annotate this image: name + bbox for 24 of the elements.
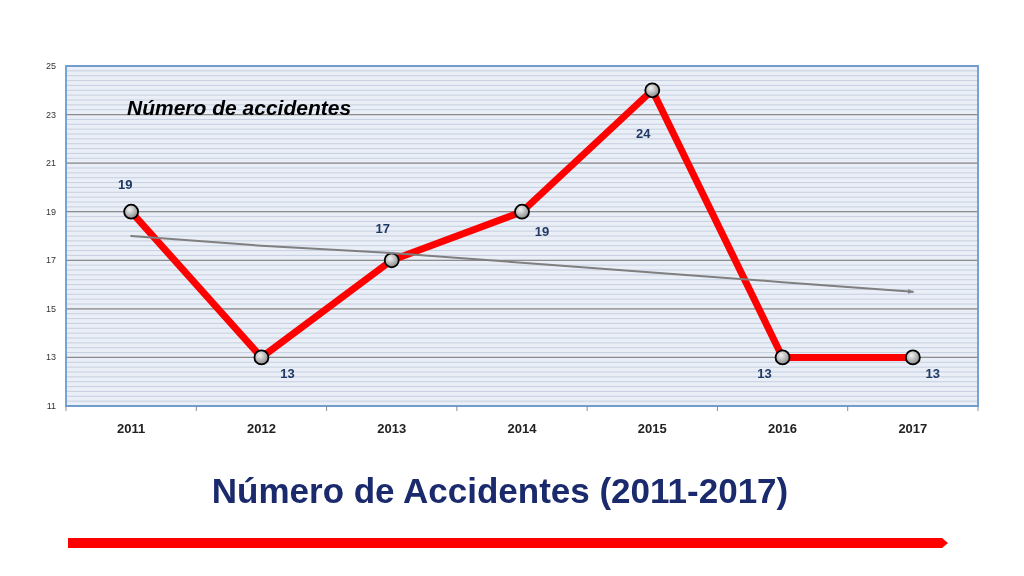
- x-tick-label: 2015: [637, 420, 667, 436]
- x-tick-label: 2011: [117, 420, 146, 436]
- text: Número de Accidentes (2011-2017): [211, 470, 789, 510]
- y-tick-label: 23: [45, 109, 56, 120]
- data-label: 17: [375, 220, 390, 236]
- data-label: 13: [757, 365, 772, 381]
- x-tick-label: 2016: [768, 420, 798, 436]
- data-label: 19: [117, 177, 133, 193]
- data-label: 19: [534, 224, 550, 240]
- data-label: 13: [280, 365, 295, 381]
- data-label: 13: [925, 365, 941, 381]
- y-tick-label: 21: [45, 158, 56, 169]
- text: Número de accidentes: [127, 95, 352, 119]
- y-tick-label: 25: [45, 61, 56, 71]
- x-tick-label: 2017: [898, 420, 928, 436]
- x-tick-label: 2014: [507, 420, 538, 436]
- y-tick-label: 17: [45, 255, 56, 266]
- y-tick-label: 13: [45, 352, 56, 363]
- y-tick-label: 15: [45, 303, 56, 314]
- y-tick-label: 19: [45, 206, 56, 217]
- y-tick-label: 11: [46, 401, 56, 411]
- x-tick-label: 2012: [246, 420, 276, 436]
- data-label: 24: [636, 125, 652, 141]
- x-tick-label: 2013: [377, 420, 407, 436]
